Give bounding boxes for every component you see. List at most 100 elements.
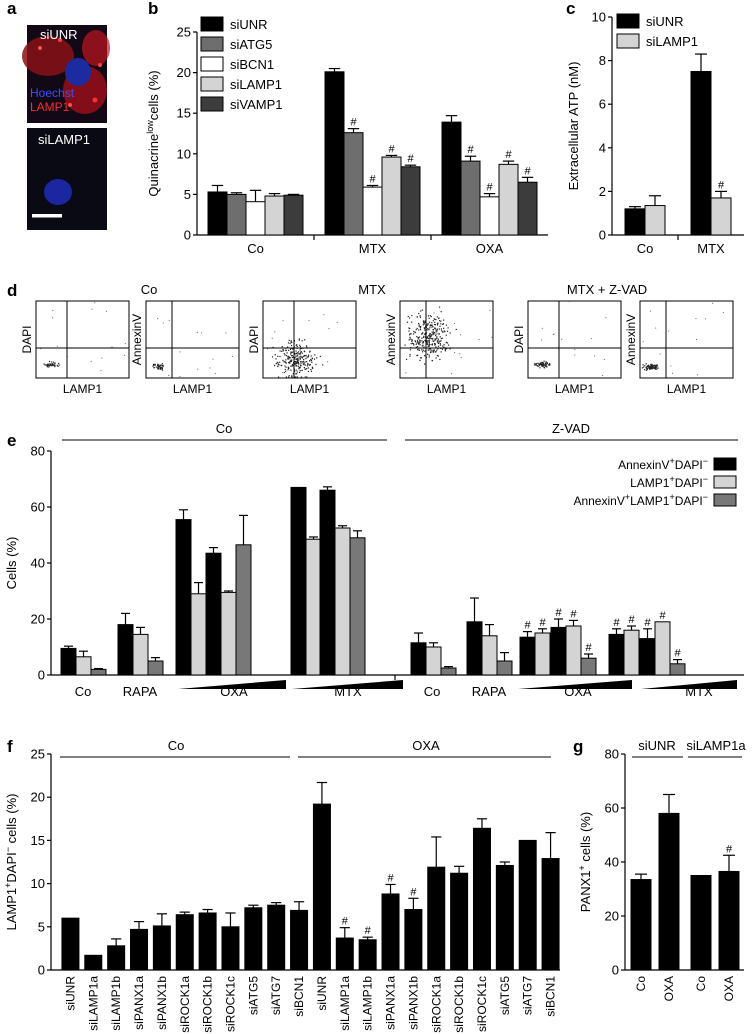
- flow-event: [48, 366, 50, 368]
- flow-event: [308, 320, 310, 322]
- flow-event: [433, 333, 435, 335]
- flow-event: [157, 368, 160, 370]
- flow-event: [651, 364, 653, 366]
- flow-event: [49, 364, 51, 367]
- flow-event: [447, 327, 449, 329]
- flow-event: [424, 333, 426, 335]
- flow-event: [433, 312, 435, 314]
- flow-event: [429, 344, 431, 346]
- flow-event: [656, 366, 658, 368]
- panel-e-legend-swatch: [713, 475, 737, 489]
- flow-event: [304, 377, 306, 379]
- panel-b-chart: b 0 5 10 15 20 25 Co # # # # MTX # # # # OXA Quinacrinelow…: [145, 0, 548, 256]
- scale-bar: [32, 214, 62, 218]
- flow-event: [291, 363, 294, 366]
- flow-event: [545, 361, 547, 363]
- flow-event: [438, 306, 441, 308]
- flow-event: [431, 359, 433, 362]
- flow-event: [288, 376, 290, 378]
- flow-event: [427, 315, 430, 317]
- flow-event: [159, 367, 161, 369]
- flow-event: [459, 334, 461, 336]
- flow-event: [299, 357, 301, 359]
- flow-event: [541, 365, 543, 367]
- condition-co-label: Co: [141, 282, 158, 297]
- flow-event: [650, 363, 652, 366]
- flow-event: [712, 302, 714, 304]
- flow-x-axis-label: LAMP1: [290, 382, 330, 396]
- flow-event: [48, 360, 51, 363]
- panel-f-bar: [335, 937, 354, 971]
- flow-event: [423, 327, 425, 329]
- panel-g-category-label: OXA: [662, 976, 676, 1001]
- flow-event: [432, 320, 434, 322]
- flow-event: [290, 365, 292, 367]
- flow-event: [47, 364, 49, 366]
- flow-event: [545, 364, 548, 366]
- panel-e-bar: [466, 621, 483, 676]
- panel-e-bar: [319, 489, 336, 676]
- flow-event: [282, 320, 284, 322]
- flow-event: [650, 367, 652, 370]
- flow-event: [722, 312, 724, 314]
- panel-f-category-label: siPANX1b: [406, 976, 420, 1030]
- panel-f-category-label: siUNR: [63, 976, 77, 1011]
- flow-event: [439, 320, 441, 322]
- flow-event: [430, 335, 432, 337]
- micrograph-siunr-label: siUNR: [40, 27, 78, 42]
- flow-event: [409, 338, 412, 340]
- flow-event: [432, 349, 434, 351]
- flow-event: [603, 358, 605, 360]
- flow-event: [414, 340, 416, 342]
- flow-event: [415, 343, 417, 345]
- flow-event: [300, 351, 302, 354]
- flow-event: [545, 362, 547, 364]
- flow-event: [434, 328, 436, 330]
- flow-event: [275, 358, 277, 360]
- flow-event: [646, 367, 648, 369]
- flow-event: [441, 337, 443, 339]
- panel-c-y-tick-label: 2: [599, 184, 606, 199]
- flow-event: [161, 368, 163, 370]
- flow-event: [536, 365, 539, 367]
- flow-event: [312, 367, 314, 369]
- panel-f-header-oxa: OXA: [412, 738, 440, 753]
- flow-event: [429, 334, 431, 336]
- flow-event: [52, 364, 54, 366]
- flow-event: [406, 321, 409, 323]
- flow-event: [650, 367, 652, 369]
- micrograph-silamp1-label: siLAMP1: [38, 132, 90, 147]
- panel-f-category-label: siATG7: [269, 976, 283, 1015]
- flow-event: [424, 339, 426, 342]
- panel-f-category-label: siROCK1b: [452, 976, 466, 1033]
- flow-event: [328, 328, 330, 330]
- flow-event: [542, 365, 544, 367]
- panel-b-bar: [207, 191, 228, 236]
- flow-event: [668, 330, 670, 332]
- flow-event: [418, 329, 420, 331]
- flow-event: [294, 356, 296, 359]
- flow-event: [650, 366, 653, 369]
- flow-event: [428, 339, 431, 341]
- flow-event: [301, 357, 303, 359]
- flow-event: [446, 342, 449, 344]
- micrograph-silamp1: siLAMP1: [27, 128, 107, 230]
- flow-event: [307, 367, 309, 369]
- flow-event: [274, 331, 276, 333]
- panel-b-y-tick-label: 10: [177, 146, 191, 161]
- panel-e-bar-significance-mark: #: [659, 610, 666, 622]
- flow-event: [296, 371, 298, 373]
- flow-event: [436, 328, 439, 330]
- flow-event: [460, 356, 462, 358]
- flow-event: [424, 350, 426, 352]
- panel-f-bar: [221, 926, 240, 971]
- flow-event: [426, 323, 428, 325]
- panel-g-y-tick-label: 0: [612, 963, 619, 978]
- flow-event: [48, 364, 50, 366]
- panel-b-y-tick-label: 0: [184, 228, 191, 243]
- panel-e-bar: [334, 527, 351, 676]
- flow-event: [544, 365, 547, 367]
- panel-b-bar-significance-mark: #: [407, 153, 414, 165]
- flow-event: [411, 340, 413, 343]
- flow-event: [286, 352, 288, 354]
